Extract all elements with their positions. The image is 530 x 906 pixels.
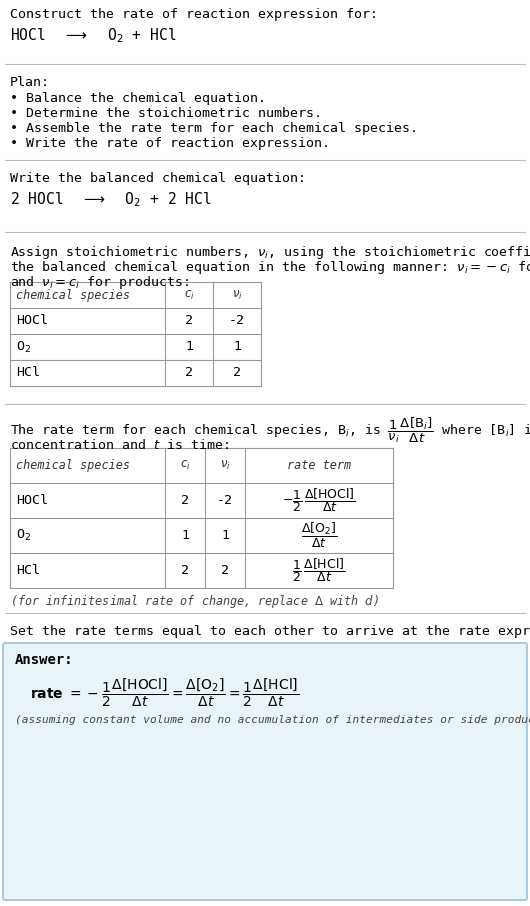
Text: Construct the rate of reaction expression for:: Construct the rate of reaction expressio… <box>10 8 378 21</box>
Text: concentration and $t$ is time:: concentration and $t$ is time: <box>10 438 229 452</box>
Text: $-\dfrac{1}{2}\,\dfrac{\Delta[\mathrm{HOCl}]}{\Delta t}$: $-\dfrac{1}{2}\,\dfrac{\Delta[\mathrm{HO… <box>282 487 356 515</box>
Text: HOCl  $\longrightarrow$  O$_2$ + HCl: HOCl $\longrightarrow$ O$_2$ + HCl <box>10 26 176 44</box>
Text: -2: -2 <box>229 314 245 327</box>
Text: $\nu_i$: $\nu_i$ <box>219 459 231 472</box>
Text: O$_2$: O$_2$ <box>16 528 31 543</box>
Text: 1: 1 <box>185 341 193 353</box>
Text: • Determine the stoichiometric numbers.: • Determine the stoichiometric numbers. <box>10 107 322 120</box>
Text: $c_i$: $c_i$ <box>180 459 190 472</box>
Text: (for infinitesimal rate of change, replace $\Delta$ with $d$): (for infinitesimal rate of change, repla… <box>10 593 379 610</box>
Text: HCl: HCl <box>16 564 40 577</box>
Text: HOCl: HOCl <box>16 494 48 507</box>
Text: $\nu_i$: $\nu_i$ <box>232 288 242 302</box>
Text: 2: 2 <box>181 494 189 507</box>
Text: HOCl: HOCl <box>16 314 48 327</box>
Text: $\dfrac{1}{2}\,\dfrac{\Delta[\mathrm{HCl}]}{\Delta t}$: $\dfrac{1}{2}\,\dfrac{\Delta[\mathrm{HCl… <box>292 556 346 584</box>
Text: 2 HOCl  $\longrightarrow$  O$_2$ + 2 HCl: 2 HOCl $\longrightarrow$ O$_2$ + 2 HCl <box>10 190 211 208</box>
Text: $c_i$: $c_i$ <box>183 288 195 302</box>
Text: 1: 1 <box>181 529 189 542</box>
Text: chemical species: chemical species <box>16 288 130 302</box>
Text: Write the balanced chemical equation:: Write the balanced chemical equation: <box>10 172 306 185</box>
Text: rate $= -\dfrac{1}{2}\dfrac{\Delta[\mathrm{HOCl}]}{\Delta t} = \dfrac{\Delta[\ma: rate $= -\dfrac{1}{2}\dfrac{\Delta[\math… <box>30 677 299 709</box>
Text: HCl: HCl <box>16 367 40 380</box>
Text: The rate term for each chemical species, B$_i$, is $\dfrac{1}{\nu_i}\dfrac{\Delt: The rate term for each chemical species,… <box>10 416 530 446</box>
Text: 2: 2 <box>185 367 193 380</box>
Text: and $\nu_i = c_i$ for products:: and $\nu_i = c_i$ for products: <box>10 274 189 291</box>
Text: $\dfrac{\Delta[\mathrm{O_2}]}{\Delta t}$: $\dfrac{\Delta[\mathrm{O_2}]}{\Delta t}$ <box>301 521 337 550</box>
Text: 2: 2 <box>221 564 229 577</box>
Text: the balanced chemical equation in the following manner: $\nu_i = -c_i$ for react: the balanced chemical equation in the fo… <box>10 259 530 276</box>
Text: Plan:: Plan: <box>10 76 50 89</box>
Text: chemical species: chemical species <box>16 459 130 472</box>
Text: Assign stoichiometric numbers, $\nu_i$, using the stoichiometric coefficients, $: Assign stoichiometric numbers, $\nu_i$, … <box>10 244 530 261</box>
Text: 2: 2 <box>233 367 241 380</box>
Text: O$_2$: O$_2$ <box>16 340 31 354</box>
Text: 2: 2 <box>185 314 193 327</box>
Text: 2: 2 <box>181 564 189 577</box>
Text: Set the rate terms equal to each other to arrive at the rate expression:: Set the rate terms equal to each other t… <box>10 625 530 638</box>
Text: Answer:: Answer: <box>15 653 74 667</box>
Text: • Assemble the rate term for each chemical species.: • Assemble the rate term for each chemic… <box>10 122 418 135</box>
Text: • Write the rate of reaction expression.: • Write the rate of reaction expression. <box>10 137 330 150</box>
Text: 1: 1 <box>233 341 241 353</box>
Text: rate term: rate term <box>287 459 351 472</box>
Text: 1: 1 <box>221 529 229 542</box>
FancyBboxPatch shape <box>3 643 527 900</box>
Text: -2: -2 <box>217 494 233 507</box>
Text: (assuming constant volume and no accumulation of intermediates or side products): (assuming constant volume and no accumul… <box>15 715 530 725</box>
Text: • Balance the chemical equation.: • Balance the chemical equation. <box>10 92 266 105</box>
